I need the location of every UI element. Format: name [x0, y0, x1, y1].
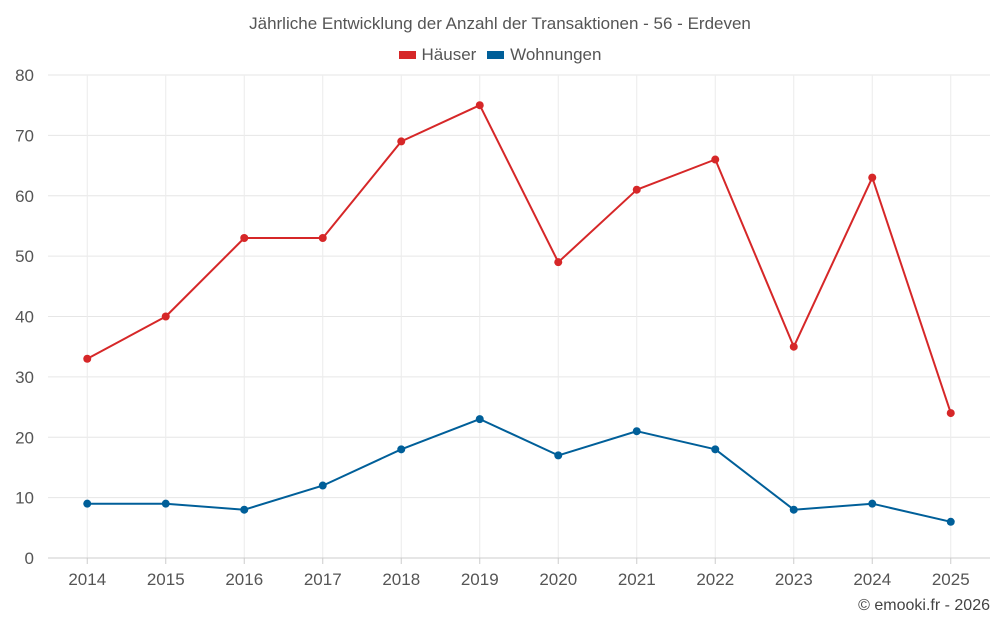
y-tick-label: 40	[15, 308, 34, 327]
data-point-haeuser	[946, 409, 955, 418]
legend-label-haeuser: Häuser	[421, 45, 477, 64]
x-tick-label: 2015	[147, 570, 185, 589]
x-tick-label: 2024	[853, 570, 891, 589]
x-tick-label: 2021	[618, 570, 656, 589]
data-point-haeuser	[632, 185, 641, 194]
data-point-wohnungen	[946, 517, 955, 526]
data-point-wohnungen	[868, 499, 877, 508]
legend-swatch-wohnungen	[487, 51, 505, 59]
data-point-haeuser	[318, 234, 327, 243]
legend: Häuser Wohnungen	[0, 44, 1000, 65]
credit-text: © emooki.fr - 2026	[858, 597, 990, 614]
data-point-haeuser	[397, 137, 406, 146]
data-point-haeuser	[868, 173, 877, 182]
x-tick-label: 2025	[932, 570, 970, 589]
data-point-wohnungen	[789, 505, 798, 514]
data-point-wohnungen	[554, 451, 563, 460]
y-tick-label: 60	[15, 187, 34, 206]
data-point-wohnungen	[83, 499, 92, 508]
data-point-wohnungen	[161, 499, 170, 508]
legend-label-wohnungen: Wohnungen	[510, 45, 602, 64]
data-point-haeuser	[475, 101, 484, 110]
y-tick-label: 20	[15, 428, 34, 447]
legend-swatch-haeuser	[398, 51, 416, 59]
x-tick-label: 2016	[225, 570, 263, 589]
x-tick-label: 2017	[304, 570, 342, 589]
series-line-haeuser	[86, 104, 952, 414]
chart-title: Jährliche Entwicklung der Anzahl der Tra…	[249, 14, 751, 33]
data-point-haeuser	[554, 258, 563, 267]
legend-item-wohnungen[interactable]: Wohnungen	[487, 45, 601, 65]
x-tick-label: 2014	[68, 570, 106, 589]
data-point-haeuser	[240, 234, 249, 243]
data-point-wohnungen	[397, 445, 406, 454]
data-point-haeuser	[711, 155, 720, 164]
data-point-haeuser	[789, 342, 798, 351]
x-tick-label: 2023	[775, 570, 813, 589]
series-line-wohnungen	[87, 418, 952, 523]
y-tick-label: 0	[25, 549, 34, 568]
data-point-wohnungen	[632, 427, 641, 436]
data-point-haeuser	[83, 354, 92, 363]
data-point-wohnungen	[711, 445, 720, 454]
y-tick-label: 50	[15, 247, 34, 266]
x-tick-label: 2019	[461, 570, 499, 589]
y-tick-label: 70	[15, 126, 34, 145]
data-point-wohnungen	[240, 505, 249, 514]
legend-item-haeuser[interactable]: Häuser	[398, 45, 477, 65]
x-tick-label: 2020	[539, 570, 577, 589]
y-tick-label: 80	[15, 66, 34, 85]
data-point-wohnungen	[475, 415, 484, 424]
y-tick-label: 30	[15, 368, 34, 387]
x-tick-label: 2022	[696, 570, 734, 589]
y-tick-label: 10	[15, 489, 34, 508]
data-point-haeuser	[161, 312, 170, 321]
data-point-wohnungen	[318, 481, 327, 490]
x-tick-label: 2018	[382, 570, 420, 589]
